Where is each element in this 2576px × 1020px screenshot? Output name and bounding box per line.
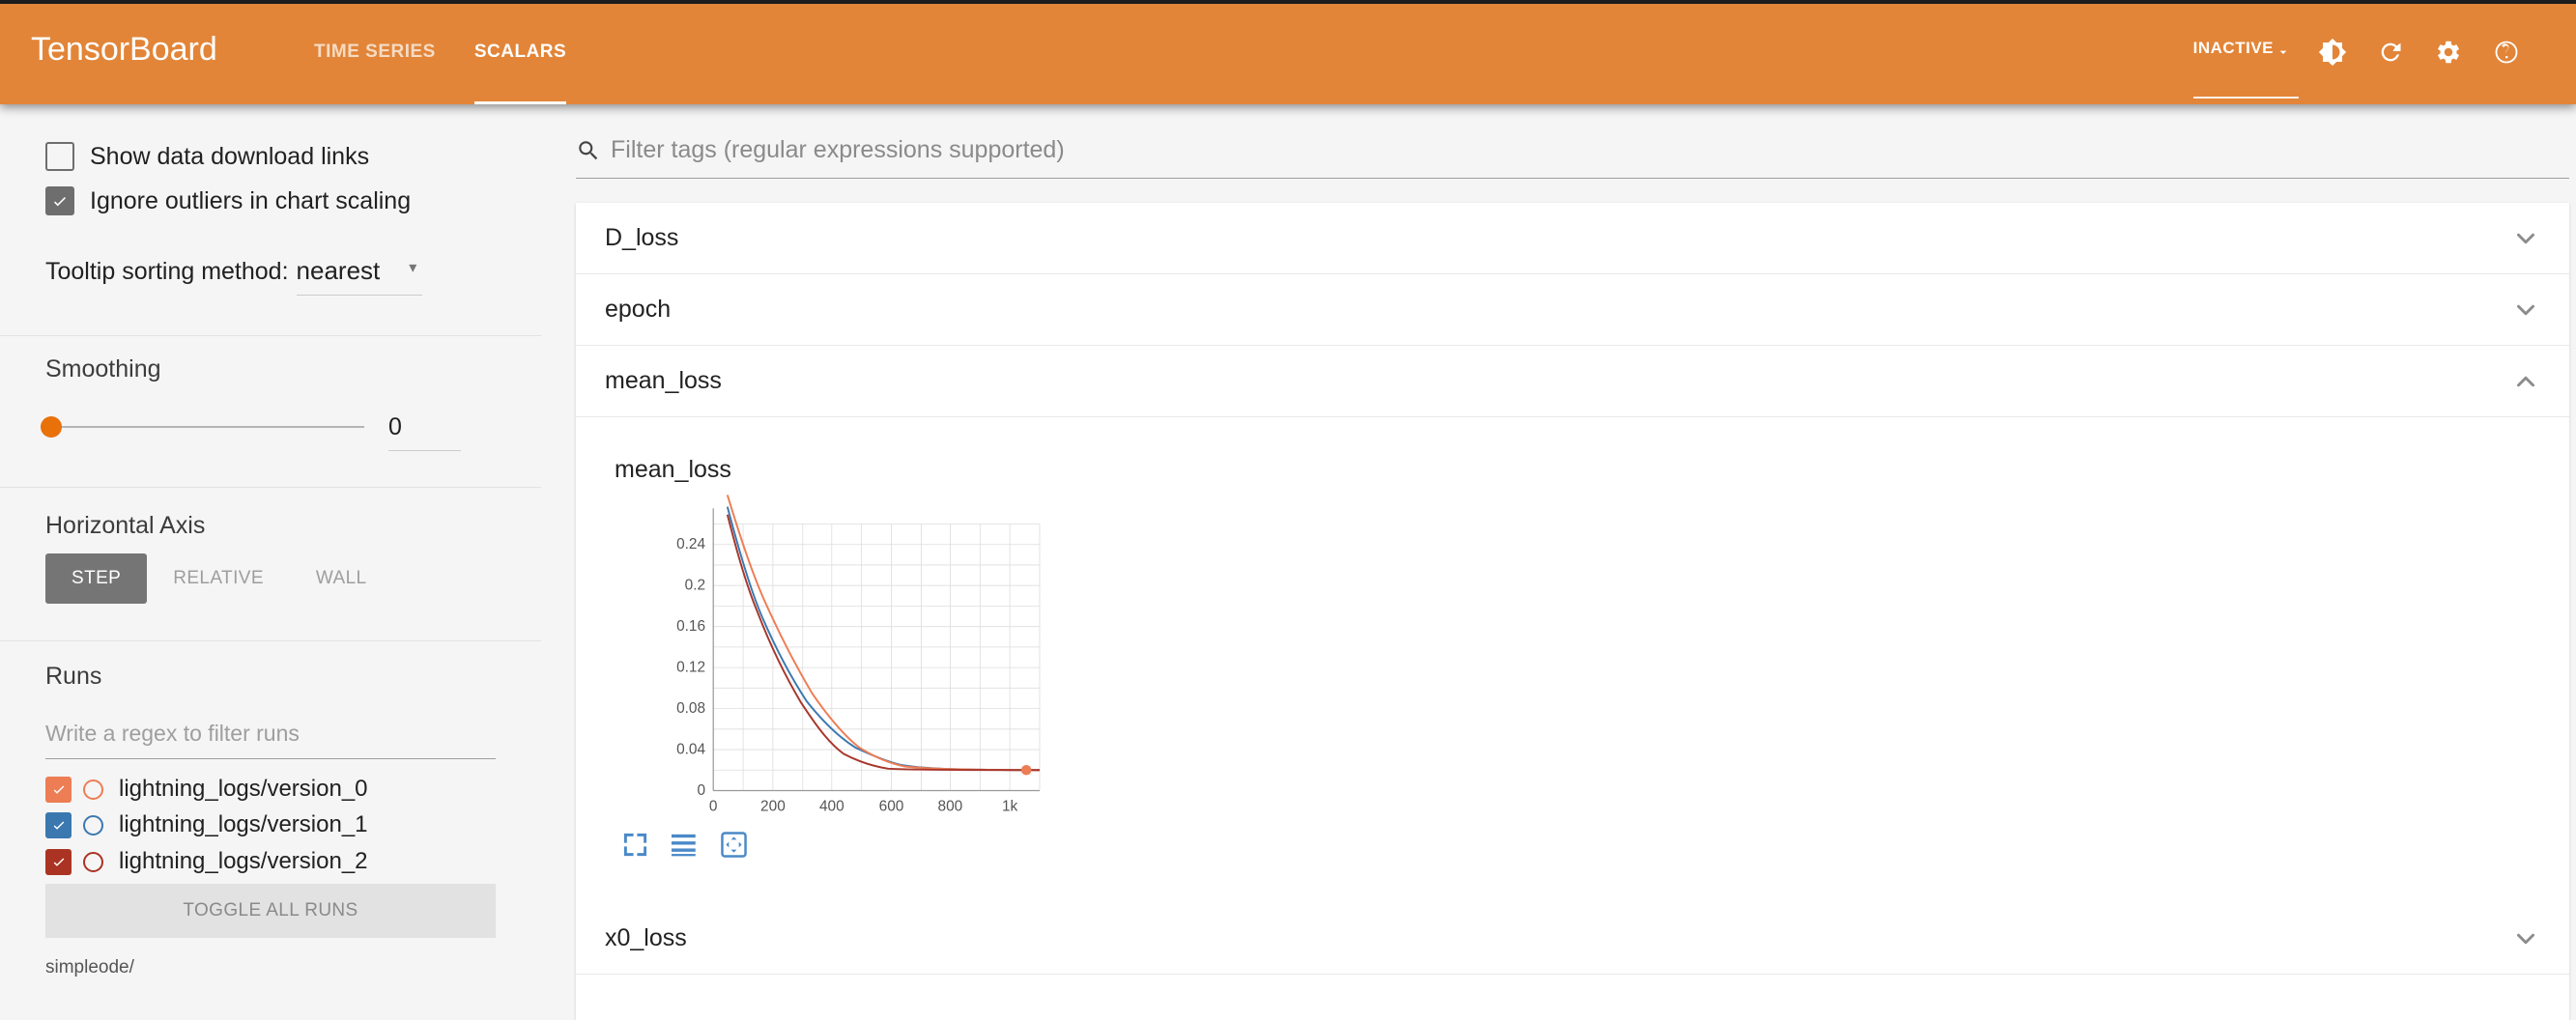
svg-text:800: 800 — [938, 799, 963, 815]
svg-text:0.2: 0.2 — [685, 578, 705, 594]
svg-text:0.08: 0.08 — [676, 700, 705, 717]
svg-text:0.12: 0.12 — [676, 659, 705, 675]
svg-text:600: 600 — [879, 799, 904, 815]
svg-text:1k: 1k — [1002, 799, 1018, 815]
svg-text:0: 0 — [709, 799, 718, 815]
svg-text:0: 0 — [698, 782, 706, 799]
svg-text:200: 200 — [760, 799, 786, 815]
svg-text:0.24: 0.24 — [676, 536, 705, 552]
svg-text:400: 400 — [819, 799, 844, 815]
svg-text:0.04: 0.04 — [676, 741, 705, 757]
svg-text:0.16: 0.16 — [676, 618, 705, 635]
